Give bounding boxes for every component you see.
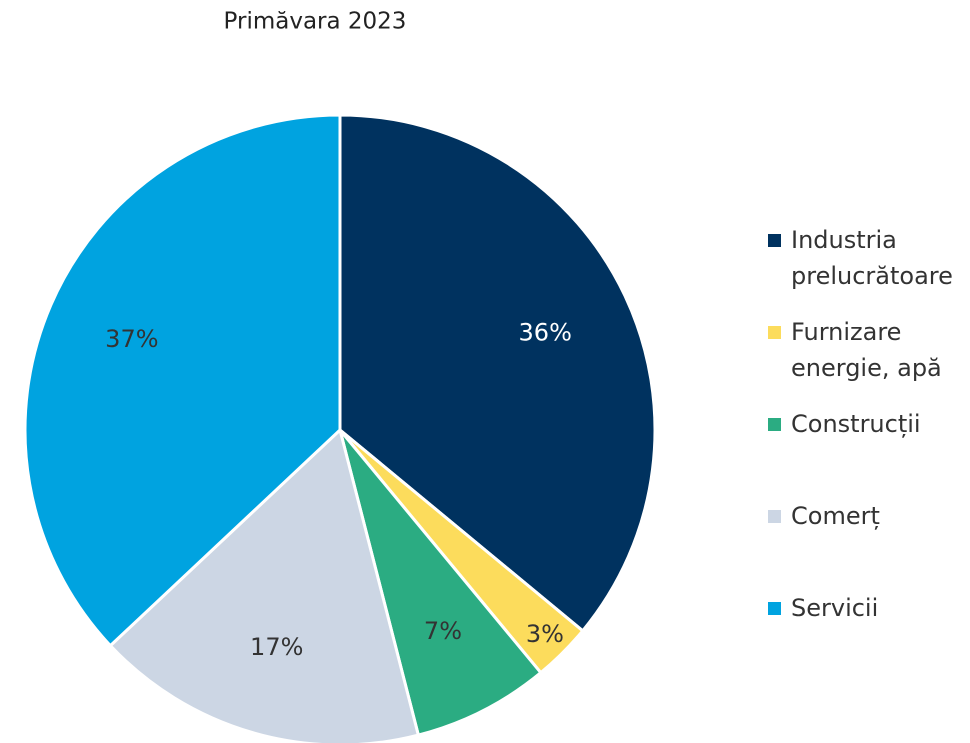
legend-item: Servicii [768,590,968,626]
chart-title: Primăvara 2023 [224,9,407,35]
legend-label: Furnizare energie, apă [791,318,942,382]
legend-swatch [768,602,781,615]
legend-swatch [768,510,781,523]
legend-item: Comerț [768,498,968,534]
pie-slice [23,113,342,648]
data-label: 7% [424,617,462,645]
data-label: 17% [250,633,303,661]
pie-slice [108,427,421,743]
legend-swatch [768,326,781,339]
pie-slice [338,429,543,737]
legend-item: Construcții [768,406,968,442]
pie-slice [338,113,657,633]
legend-label: Comerț [791,502,880,530]
legend-swatch [768,234,781,247]
legend-swatch [768,418,781,431]
data-label: 37% [105,325,158,353]
legend-item: Industria prelucrătoare [768,222,968,294]
data-label: 3% [526,620,564,648]
legend-label: Construcții [791,410,921,438]
legend-label: Industria prelucrătoare [791,226,953,290]
legend-item: Furnizare energie, apă [768,314,968,386]
legend-label: Servicii [791,594,879,622]
data-label: 36% [519,318,572,346]
